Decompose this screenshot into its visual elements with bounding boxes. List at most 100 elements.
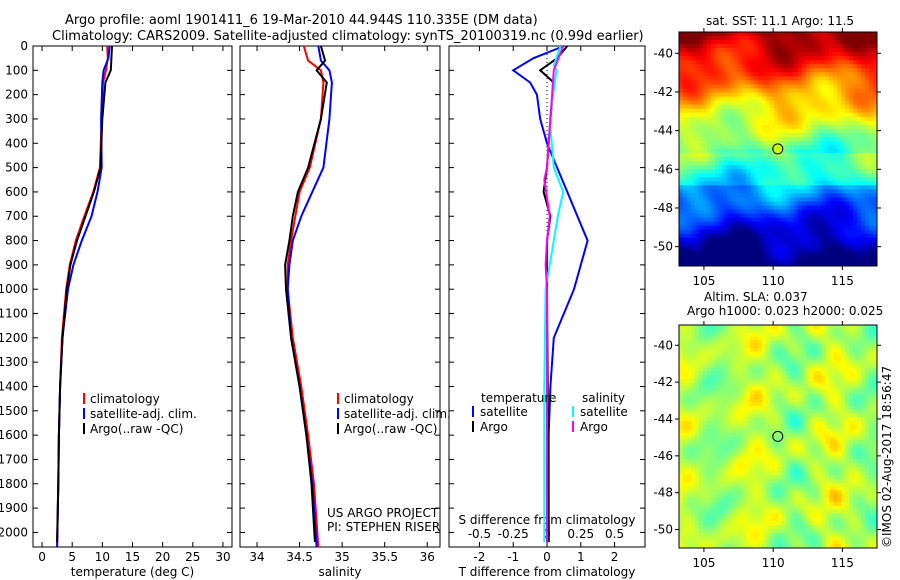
map-cell [865, 428, 870, 434]
map-cell [682, 382, 688, 388]
map-cell [873, 241, 878, 247]
map-cell [714, 149, 720, 154]
map-cell [714, 398, 720, 403]
map-cell [789, 124, 795, 130]
map-cell [754, 363, 759, 368]
map-cell [682, 52, 688, 57]
map-cell [750, 374, 755, 380]
map-cell [706, 76, 712, 81]
map-cell [686, 394, 692, 399]
map-cell [706, 417, 712, 422]
map-cell [690, 355, 696, 361]
map-cell [686, 32, 692, 37]
map-cell [750, 144, 755, 150]
map-cell [785, 60, 791, 65]
map-cell [726, 382, 731, 388]
map-cell [766, 432, 771, 437]
map-cell [841, 432, 846, 437]
map-cell [857, 436, 862, 441]
map-cell [857, 405, 862, 411]
map-cell [857, 165, 862, 170]
map-cell [694, 157, 700, 162]
map-cell [817, 336, 823, 341]
map-cell [750, 140, 755, 146]
map-cell [873, 363, 878, 368]
map-cell [714, 88, 720, 94]
map-cell [805, 405, 811, 411]
map-cell [805, 459, 811, 464]
map-cell [679, 173, 684, 178]
map-cell [706, 351, 712, 357]
map-cell [845, 76, 850, 81]
map-cell [837, 169, 842, 174]
map-cell [726, 56, 731, 61]
map-cell [742, 217, 747, 223]
map-cell [758, 257, 763, 263]
map-cell [742, 185, 747, 190]
map-cell [738, 428, 743, 434]
map-cell [821, 413, 827, 418]
map-cell [762, 84, 767, 89]
map-cell [845, 336, 850, 341]
map-cell [686, 209, 692, 215]
series-line-s-argo [543, 45, 565, 543]
map-cell [679, 367, 684, 372]
map-cell [821, 328, 827, 334]
map-cell [865, 165, 870, 170]
map-cell [770, 161, 775, 166]
map-cell [690, 424, 696, 430]
map-cell [726, 225, 731, 231]
map-cell [857, 96, 862, 102]
map-cell [742, 52, 747, 57]
map-cell [698, 76, 704, 81]
map-cell [781, 201, 787, 206]
map-cell [694, 52, 700, 57]
map-cell [718, 436, 724, 441]
map-cell [873, 378, 878, 384]
map-cell [793, 72, 799, 77]
map-cell [718, 463, 724, 468]
map-cell [774, 181, 779, 186]
y-tick-label: 1700 [0, 452, 28, 466]
map-cell [865, 432, 870, 437]
map-cell [845, 100, 850, 106]
map-cell [730, 96, 735, 102]
map-cell [679, 96, 684, 102]
map-cell [682, 249, 688, 255]
legend-swatch [572, 421, 574, 432]
map-cell [837, 229, 842, 235]
map-cell [726, 76, 731, 81]
map-cell [730, 417, 735, 422]
map-cell [770, 52, 775, 57]
map-cell [762, 104, 767, 110]
map-cell [750, 157, 755, 162]
map-cell [758, 104, 763, 110]
map-cell [778, 32, 783, 37]
map-cell [706, 249, 712, 255]
map-cell [758, 355, 763, 361]
map-cell [746, 378, 751, 384]
map-cell [869, 88, 874, 94]
map-cell [730, 88, 735, 94]
map-cell [865, 36, 870, 41]
map-cell [762, 398, 767, 403]
map-cell [714, 374, 720, 380]
map-cell [849, 344, 854, 349]
map-cell [825, 245, 830, 251]
map-cell [694, 116, 700, 122]
map-cell [730, 332, 735, 338]
map-cell [797, 332, 803, 338]
map-cell [837, 245, 842, 251]
map-cell [738, 161, 743, 166]
map-cell [722, 124, 728, 130]
map-cell [841, 60, 846, 65]
map-cell [762, 344, 767, 349]
map-cell [710, 44, 716, 49]
map-cell [738, 382, 743, 388]
map-cell [861, 157, 866, 162]
map-cell [702, 92, 708, 98]
map-cell [809, 48, 815, 53]
map-cell [797, 225, 803, 231]
map-cell [718, 351, 724, 357]
map-cell [726, 124, 731, 130]
